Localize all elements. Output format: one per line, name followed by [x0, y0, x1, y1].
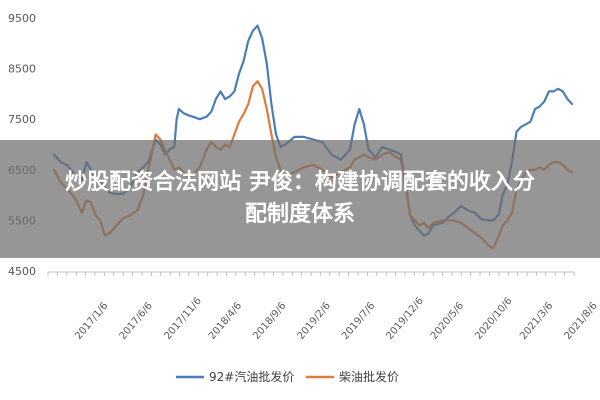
x-tick-label-7: 2019/12/6: [384, 296, 425, 342]
x-tick-label-4: 2018/9/6: [251, 300, 288, 341]
headline-overlay: 炒股配资合法网站 尹俊：构建协调配套的收入分 配制度体系: [0, 140, 600, 258]
x-tick-label-10: 2021/3/6: [518, 300, 555, 341]
legend-label-0: 92#汽油批发价: [209, 369, 294, 384]
y-tick-label-4: 8500: [8, 63, 36, 76]
x-tick-label-9: 2020/10/6: [473, 296, 514, 342]
x-tick-label-1: 2017/6/6: [118, 300, 155, 341]
legend: 92#汽油批发价 柴油批发价: [176, 369, 399, 384]
x-axis: 2017/1/6 2017/6/6 2017/11/6 2018/4/6 2018/9/…: [47, 271, 600, 342]
y-tick-label-5: 9500: [8, 12, 36, 25]
y-tick-label-0: 4500: [8, 265, 36, 278]
headline-line-2: 配制度体系: [244, 202, 355, 227]
x-tick-label-6: 2019/7/6: [340, 300, 377, 341]
x-tick-label-3: 2018/4/6: [207, 300, 244, 341]
legend-label-1: 柴油批发价: [339, 369, 399, 384]
x-tick-label-8: 2020/5/6: [429, 300, 466, 341]
y-tick-label-3: 7500: [8, 113, 36, 126]
x-tick-label-2: 2017/11/6: [162, 296, 203, 342]
x-tick-label-0: 2017/1/6: [73, 300, 110, 341]
x-tick-label-5: 2019/2/6: [296, 300, 333, 341]
headline-line-1: 炒股配资合法网站 尹俊：构建协调配套的收入分: [65, 170, 535, 195]
x-tick-label-11: 2021/8/6: [563, 300, 600, 341]
